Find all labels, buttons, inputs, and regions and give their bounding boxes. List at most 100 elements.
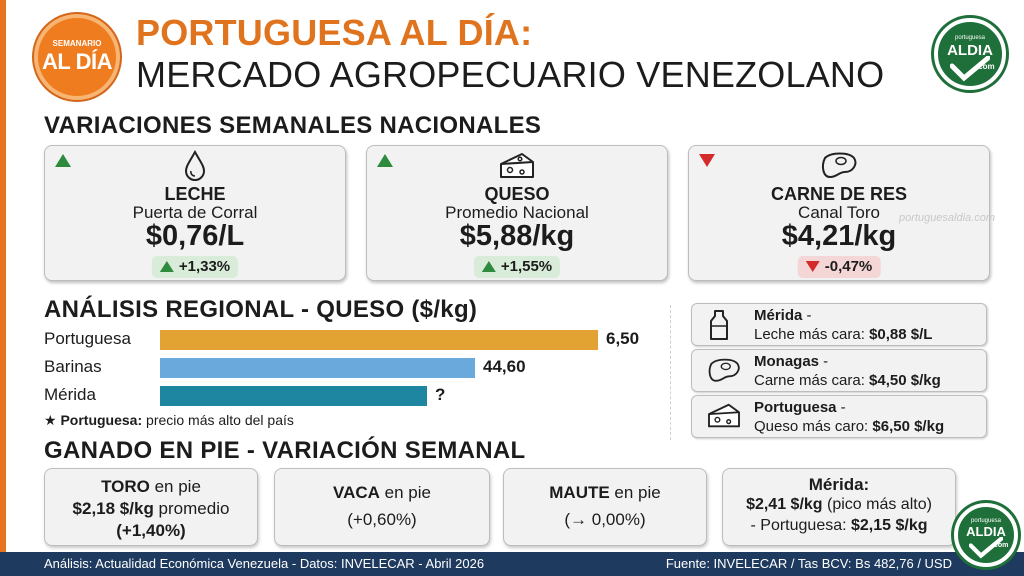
highlight-line1: Mérida - <box>754 307 812 324</box>
highlight-line2: Leche más cara: $0,88 $/L <box>754 326 932 343</box>
logo-small-text: portuguesa <box>970 518 1002 524</box>
maute-suffix: en pie <box>609 483 661 502</box>
highlight-monagas-carne: Monagas - Carne más cara: $4,50 $/kg <box>691 349 987 392</box>
trend-down-icon <box>699 154 715 167</box>
note-text: precio más alto del país <box>146 412 294 428</box>
highlight-region: Mérida <box>754 307 803 324</box>
highlight-label: Leche más cara: <box>754 326 865 343</box>
toro-price-suffix: promedio <box>153 499 230 518</box>
highlight-line1: Monagas - <box>754 353 828 370</box>
dashed-divider <box>670 305 671 440</box>
page-title: PORTUGUESA AL DÍA: <box>136 12 533 53</box>
product-name: LECHE <box>164 184 226 204</box>
highlight-line2: Carne más cara: $4,50 $/kg <box>754 372 941 389</box>
merida-line3-prefix: - Portuguesa: <box>750 517 851 534</box>
change-badge: +1,33% <box>151 256 239 278</box>
change-badge: -0,47% <box>797 256 881 278</box>
note-bold: Portuguesa: <box>60 412 143 428</box>
product-subtitle: Promedio Nacional <box>445 203 589 222</box>
toro-name: TORO <box>101 477 150 496</box>
toro-line1: TORO en pie <box>45 477 257 497</box>
product-subtitle: Canal Toro <box>798 203 880 222</box>
orange-accent-rule <box>0 0 6 576</box>
bar-value-label: 6,50 <box>606 329 640 348</box>
highlight-value: $0,88 $/L <box>869 326 933 343</box>
merida-price-note: (pico más alto) <box>822 496 932 513</box>
merida-line3: - Portuguesa: $2,15 $/kg <box>723 517 955 535</box>
maute-change: (→ 0,00%) <box>564 510 646 529</box>
footer-right-text: Fuente: INVELECAR / Tas BCV: Bs 482,76 /… <box>665 556 952 571</box>
watermark: portuguesaldia.com <box>899 212 996 224</box>
bar-category-label: Portuguesa <box>44 329 131 348</box>
highlight-value: $4,50 $/kg <box>869 372 941 389</box>
maute-line1: MAUTE en pie <box>504 483 706 503</box>
bar-value-label: 44,60 <box>483 357 526 376</box>
highlight-line1: Portuguesa - <box>754 399 846 416</box>
logo-small-text: SEMANARIO <box>52 39 102 48</box>
product-price: $4,21/kg <box>781 220 897 252</box>
highlight-dash: - <box>802 307 812 324</box>
logo-big-text: AL DÍA <box>42 49 112 74</box>
livestock-section-title: GANADO EN PIE - VARIACIÓN SEMANAL <box>44 437 526 464</box>
footer-bar: Análisis: Actualidad Económica Venezuela… <box>0 552 1024 576</box>
bar-m-rida <box>160 386 427 406</box>
vaca-line1: VACA en pie <box>275 483 489 503</box>
bar-category-label: Mérida <box>44 385 96 404</box>
cheese-icon <box>708 403 740 428</box>
portuguesa-al-dia-logo-top: portuguesa ALDIA .com <box>934 18 1006 90</box>
livestock-card-merida: Mérida: $2,41 $/kg (pico más alto) - Por… <box>722 468 956 546</box>
logo-com-text: .com <box>976 62 995 71</box>
milk-bottle-icon <box>710 310 728 340</box>
change-badge: +1,55% <box>473 256 561 278</box>
trend-up-icon <box>377 154 393 167</box>
weekly-card-carne: CARNE DE RES Canal Toro $4,21/kg -0,47% <box>688 145 990 281</box>
page-subtitle: MERCADO AGROPECUARIO VENEZOLANO <box>136 54 885 95</box>
weekly-card-leche: LECHE Puerta de Corral $0,76/L +1,33% <box>44 145 346 281</box>
arrow-up-icon <box>159 261 174 272</box>
steak-icon <box>821 152 857 179</box>
arrow-up-icon <box>481 261 496 272</box>
trend-up-icon <box>55 154 71 167</box>
toro-price: $2,18 $/kg <box>72 499 154 518</box>
highlight-region: Portuguesa <box>754 399 837 416</box>
maute-name: MAUTE <box>549 483 610 502</box>
toro-line3: (+1,40%) <box>45 521 257 541</box>
arrow-down-icon <box>805 261 820 272</box>
highlight-dash: - <box>836 399 846 416</box>
weekly-card-queso: QUESO Promedio Nacional $5,88/kg +1,55% <box>366 145 668 281</box>
semanario-al-dia-logo: SEMANARIO AL DÍA <box>34 14 120 100</box>
regional-section-title: ANÁLISIS REGIONAL - QUESO ($/kg) <box>44 296 478 323</box>
bar-value-label: ? <box>435 385 446 404</box>
highlight-value: $6,50 $/kg <box>872 418 945 435</box>
milk-drop-icon <box>184 150 206 181</box>
product-subtitle: Puerta de Corral <box>132 203 258 222</box>
change-value: +1,33% <box>178 258 231 275</box>
vaca-change: (+0,60%) <box>347 510 417 529</box>
highlight-label: Queso más caro: <box>754 418 869 435</box>
star-icon: ★ <box>44 412 57 428</box>
logo-com-text: .com <box>992 542 1009 549</box>
vaca-suffix: en pie <box>379 483 431 502</box>
merida-title: Mérida: <box>808 475 870 494</box>
livestock-card-maute: MAUTE en pie (→ 0,00%) <box>503 468 707 546</box>
bar-category-label: Barinas <box>44 357 102 376</box>
livestock-card-toro: TORO en pie $2,18 $/kg promedio (+1,40%) <box>44 468 258 546</box>
vaca-name: VACA <box>333 483 380 502</box>
highlight-dash: - <box>819 353 829 370</box>
check-icon <box>969 537 1003 559</box>
product-price: $0,76/L <box>145 220 245 252</box>
merida-line1: Mérida: <box>723 475 955 495</box>
bar-portuguesa <box>160 330 598 350</box>
toro-suffix: en pie <box>149 477 201 496</box>
highlight-portuguesa-queso: Portuguesa - Queso más caro: $6,50 $/kg <box>691 395 987 438</box>
bar-barinas <box>160 358 475 378</box>
footer-left-text: Análisis: Actualidad Económica Venezuela… <box>44 556 485 571</box>
change-value: -0,47% <box>824 258 873 275</box>
weekly-section-title: VARIACIONES SEMANALES NACIONALES <box>44 112 542 139</box>
logo-big-text: ALDIA <box>947 42 993 59</box>
regional-note: ★ Portuguesa: precio más alto del país <box>44 412 294 429</box>
toro-line2: $2,18 $/kg promedio <box>45 499 257 519</box>
logo-small-text: portuguesa <box>954 35 986 41</box>
portuguesa-al-dia-logo-bottom: portuguesa ALDIA .com <box>954 503 1018 567</box>
highlight-label: Carne más cara: <box>754 372 865 389</box>
